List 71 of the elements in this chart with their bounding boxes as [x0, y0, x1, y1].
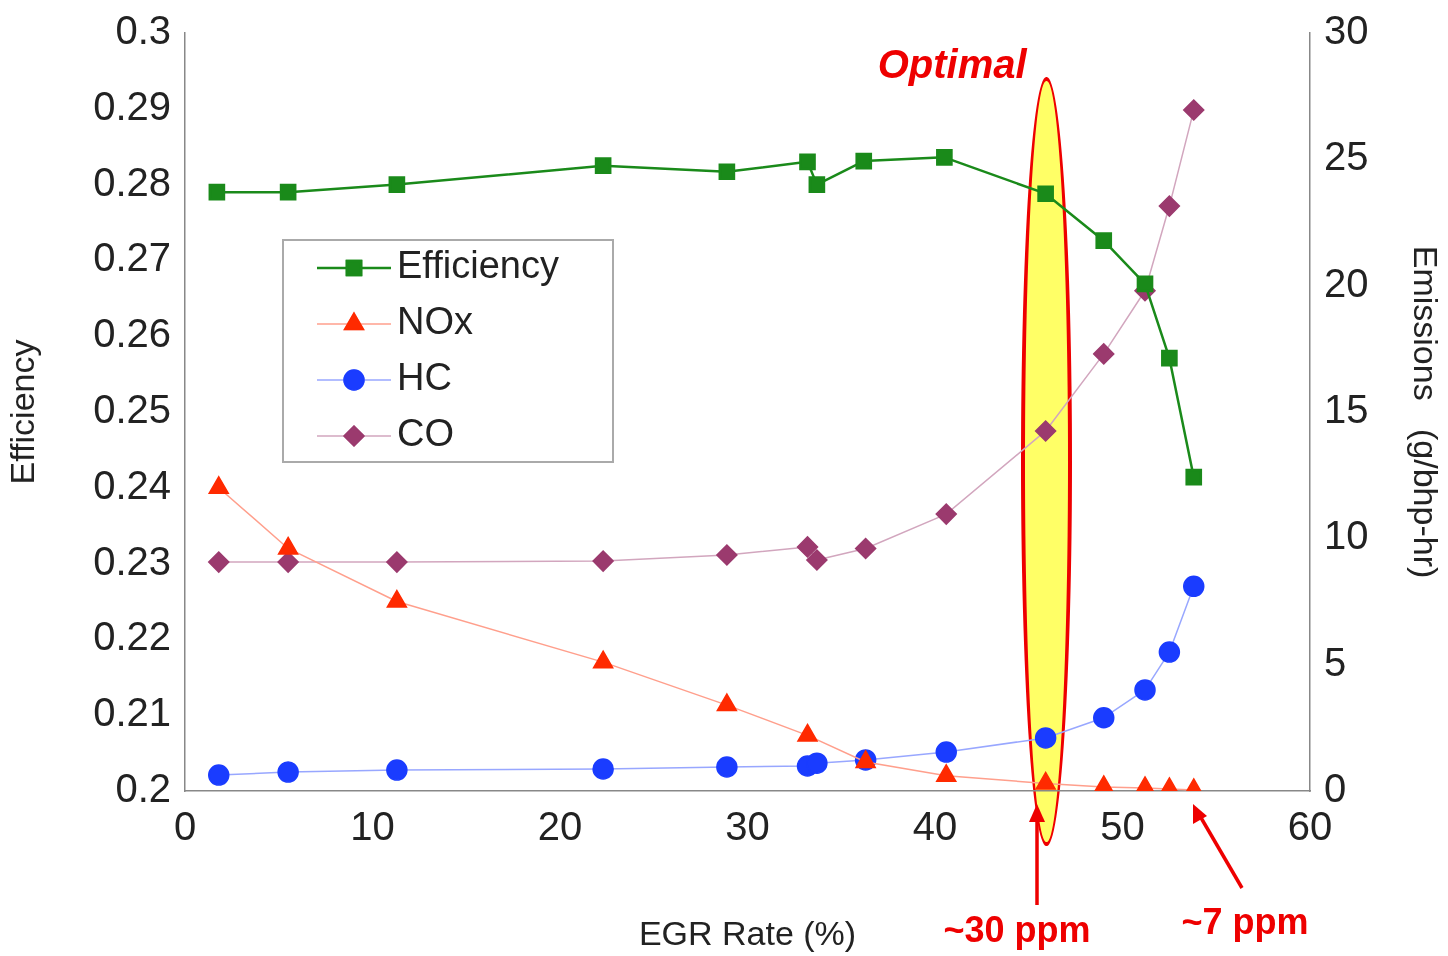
text: ~30 ppm	[943, 908, 1091, 950]
y-tick-label: 0.29	[93, 83, 171, 128]
y-tick-label: 0.2	[115, 766, 171, 811]
point	[279, 183, 297, 201]
point	[1093, 706, 1115, 729]
point	[1136, 275, 1154, 293]
x-tick-label: 30	[725, 804, 770, 849]
legend-label: HC	[397, 356, 452, 399]
x-tick-label: 50	[1100, 804, 1145, 849]
x-tick-label: 40	[912, 804, 958, 849]
y-tick-label: 0.27	[93, 235, 171, 280]
point	[1093, 343, 1115, 365]
point	[935, 741, 957, 763]
y-tick-label: 0.26	[93, 311, 171, 356]
point	[1095, 232, 1113, 250]
y2-tick-label: 20	[1324, 260, 1369, 305]
point	[1183, 99, 1205, 121]
legend-label: CO	[397, 412, 454, 455]
point	[1034, 420, 1057, 442]
point	[808, 176, 826, 193]
y-tick-label: 0.21	[93, 690, 171, 735]
point	[208, 764, 230, 786]
y-tick-label: 0.25	[93, 387, 171, 432]
point	[1037, 185, 1054, 203]
point	[799, 153, 816, 171]
point	[592, 758, 614, 780]
y-tick-label: 0.3	[115, 8, 171, 53]
point	[1185, 468, 1203, 486]
y2-tick-label: 10	[1324, 513, 1369, 558]
point	[1158, 195, 1181, 217]
point	[1161, 349, 1178, 367]
point	[1134, 679, 1156, 701]
x-axis-title: EGR Rate (%)	[638, 913, 857, 952]
y2-tick-label: 25	[1324, 134, 1369, 179]
point	[386, 759, 408, 781]
point	[208, 551, 230, 573]
y2-tick-label: 30	[1324, 8, 1369, 53]
y-tick-label: 0.23	[93, 538, 171, 583]
legend-label: NOx	[397, 300, 473, 343]
x-tick-label: 10	[350, 804, 395, 849]
band-label: Optimal	[877, 42, 1028, 87]
point	[592, 550, 614, 572]
y-tick-label: 0.24	[93, 462, 171, 507]
point	[1183, 575, 1205, 598]
legend-label: Efficiency	[397, 244, 559, 287]
y-tick-label: 0.22	[93, 614, 171, 659]
point	[796, 536, 819, 558]
point	[854, 537, 877, 560]
point	[935, 503, 957, 525]
y2-tick-label: 15	[1324, 387, 1369, 432]
point	[1158, 641, 1181, 663]
point	[277, 761, 299, 783]
text: ~7 ppm	[1181, 900, 1309, 942]
point	[386, 551, 408, 573]
point	[806, 752, 828, 774]
point	[716, 756, 738, 778]
y2-axis-title: Emissions (g/bhp-hr)	[1407, 245, 1446, 579]
point	[594, 157, 612, 174]
y-tick-label: 0.28	[93, 159, 171, 204]
y2-tick-label: 5	[1324, 639, 1347, 684]
point	[208, 183, 226, 201]
y-axis-title: Efficiency	[2, 339, 41, 485]
x-tick-label: 0	[173, 804, 197, 849]
point	[1034, 727, 1057, 749]
point	[716, 544, 738, 566]
point	[936, 148, 953, 166]
point	[806, 549, 828, 571]
x-tick-label: 20	[537, 804, 583, 849]
point	[718, 163, 736, 181]
point	[388, 176, 406, 193]
point	[855, 152, 873, 170]
